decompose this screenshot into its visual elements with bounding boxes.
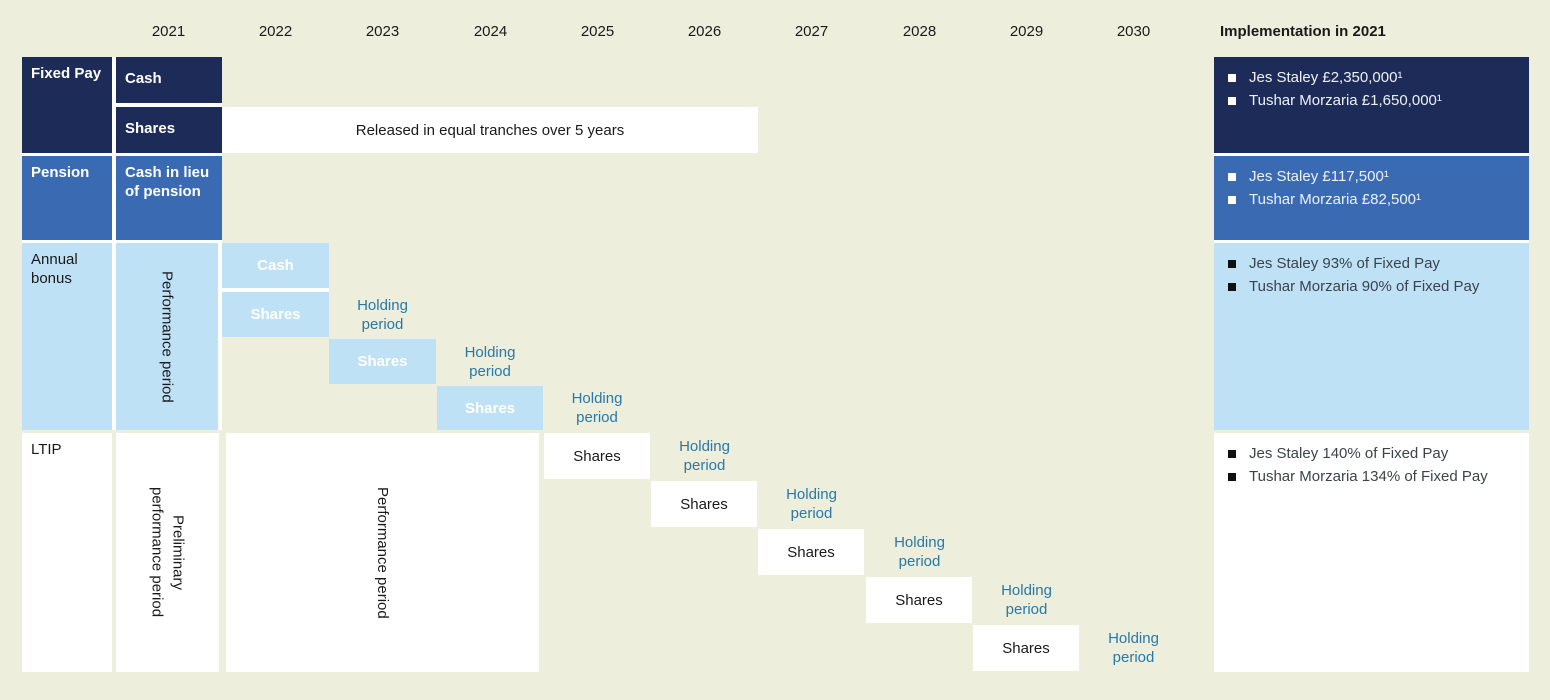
annual-bonus-holding-period-2025: Holding period (544, 386, 650, 430)
preliminary-line-1: Preliminary (169, 514, 187, 590)
holding-period-text: Holding period (894, 534, 945, 570)
bullet-square-icon (1228, 74, 1236, 82)
year-label-2026: 2026 (687, 23, 722, 40)
holding-period-text: Holding period (786, 486, 837, 522)
ltip-holding-period-2030: Holding period (1080, 625, 1187, 671)
fixed-pay-cash-cell: Cash (116, 57, 222, 103)
list-item: Jes Staley £2,350,000¹ (1226, 66, 1517, 89)
annual-bonus-performance-period-cell: Performance period (116, 243, 218, 430)
ltip-holding-period-2029: Holding period (973, 577, 1080, 623)
implementation-entry: Jes Staley £117,500¹ (1249, 168, 1389, 185)
holding-period-text: Holding period (1001, 582, 1052, 618)
ltip-holding-period-2027: Holding period (758, 481, 865, 527)
implementation-box-pension: Jes Staley £117,500¹ Tushar Morzaria £82… (1214, 156, 1529, 240)
implementation-pension-list: Jes Staley £117,500¹ Tushar Morzaria £82… (1226, 165, 1517, 211)
ltip-shares-cell-2029: Shares (973, 625, 1079, 671)
annual-bonus-performance-period-text: Performance period (158, 270, 176, 403)
list-item: Tushar Morzaria £82,500¹ (1226, 188, 1517, 211)
holding-period-text: Holding period (679, 438, 730, 474)
list-item: Jes Staley 140% of Fixed Pay (1226, 442, 1517, 465)
year-label-2024: 2024 (473, 23, 508, 40)
implementation-box-fixed-pay: Jes Staley £2,350,000¹ Tushar Morzaria £… (1214, 57, 1529, 153)
implementation-entry: Tushar Morzaria £82,500¹ (1249, 191, 1422, 208)
holding-period-text: Holding period (1108, 630, 1159, 666)
ltip-preliminary-performance-period-cell: Preliminary performance period (116, 433, 219, 672)
ltip-performance-period-cell: Performance period (226, 433, 539, 672)
bullet-square-icon (1228, 450, 1236, 458)
list-item: Tushar Morzaria 90% of Fixed Pay (1226, 275, 1517, 298)
implementation-box-ltip: Jes Staley 140% of Fixed Pay Tushar Morz… (1214, 433, 1529, 672)
holding-period-text: Holding period (571, 390, 623, 426)
ltip-shares-cell-2025: Shares (544, 433, 650, 479)
annual-bonus-shares-cell-2023: Shares (329, 339, 436, 384)
year-label-2029: 2029 (1009, 23, 1044, 40)
annual-bonus-shares-cell-2024: Shares (437, 386, 543, 430)
fixed-pay-row-label: Fixed Pay (22, 57, 112, 153)
annual-bonus-shares-cell-2022: Shares (222, 292, 329, 337)
bullet-square-icon (1228, 196, 1236, 204)
pension-row-label: Pension (22, 156, 112, 240)
year-label-2025: 2025 (580, 23, 615, 40)
implementation-entry: Tushar Morzaria 90% of Fixed Pay (1249, 278, 1480, 295)
bullet-square-icon (1228, 260, 1236, 268)
list-item: Tushar Morzaria £1,650,000¹ (1226, 89, 1517, 112)
year-label-2028: 2028 (902, 23, 937, 40)
list-item: Jes Staley 93% of Fixed Pay (1226, 252, 1517, 275)
bullet-square-icon (1228, 283, 1236, 291)
implementation-entry: Jes Staley 93% of Fixed Pay (1249, 255, 1440, 272)
fixed-pay-shares-release-bar: Released in equal tranches over 5 years (222, 107, 758, 153)
year-label-2022: 2022 (258, 23, 293, 40)
year-label-2021: 2021 (151, 23, 186, 40)
annual-bonus-holding-period-2023: Holding period (329, 292, 436, 337)
holding-period-text: Holding period (357, 296, 408, 333)
implementation-fixed-pay-list: Jes Staley £2,350,000¹ Tushar Morzaria £… (1226, 66, 1517, 112)
ltip-holding-period-2026: Holding period (651, 433, 758, 479)
ltip-shares-cell-2027: Shares (758, 529, 864, 575)
bullet-square-icon (1228, 97, 1236, 105)
ltip-preliminary-performance-period-text: Preliminary performance period (147, 487, 189, 617)
implementation-entry: Jes Staley 140% of Fixed Pay (1249, 445, 1449, 462)
year-label-2023: 2023 (365, 23, 400, 40)
implementation-column-title: Implementation in 2021 (1220, 23, 1386, 40)
implementation-ltip-list: Jes Staley 140% of Fixed Pay Tushar Morz… (1226, 442, 1517, 488)
fixed-pay-shares-cell: Shares (116, 107, 222, 153)
ltip-shares-cell-2026: Shares (651, 481, 757, 527)
annual-bonus-holding-period-2024: Holding period (437, 339, 543, 384)
implementation-entry: Tushar Morzaria £1,650,000¹ (1249, 92, 1442, 109)
list-item: Tushar Morzaria 134% of Fixed Pay (1226, 465, 1517, 488)
ltip-holding-period-2028: Holding period (866, 529, 973, 575)
implementation-entry: Tushar Morzaria 134% of Fixed Pay (1249, 468, 1488, 485)
annual-bonus-cash-cell: Cash (222, 243, 329, 288)
implementation-entry: Jes Staley £2,350,000¹ (1249, 69, 1403, 86)
ltip-performance-period-text: Performance period (374, 486, 391, 619)
annual-bonus-row-label: Annual bonus (22, 243, 112, 430)
list-item: Jes Staley £117,500¹ (1226, 165, 1517, 188)
ltip-row-label: LTIP (22, 433, 112, 672)
bullet-square-icon (1228, 173, 1236, 181)
preliminary-line-2: performance period (148, 487, 166, 618)
year-label-2027: 2027 (794, 23, 829, 40)
implementation-annual-bonus-list: Jes Staley 93% of Fixed Pay Tushar Morza… (1226, 252, 1517, 298)
year-label-2030: 2030 (1116, 23, 1151, 40)
implementation-box-annual-bonus: Jes Staley 93% of Fixed Pay Tushar Morza… (1214, 243, 1529, 430)
bullet-square-icon (1228, 473, 1236, 481)
ltip-shares-cell-2028: Shares (866, 577, 972, 623)
holding-period-text: Holding period (464, 343, 516, 380)
pension-cash-in-lieu-cell: Cash in lieu of pension (116, 156, 222, 240)
